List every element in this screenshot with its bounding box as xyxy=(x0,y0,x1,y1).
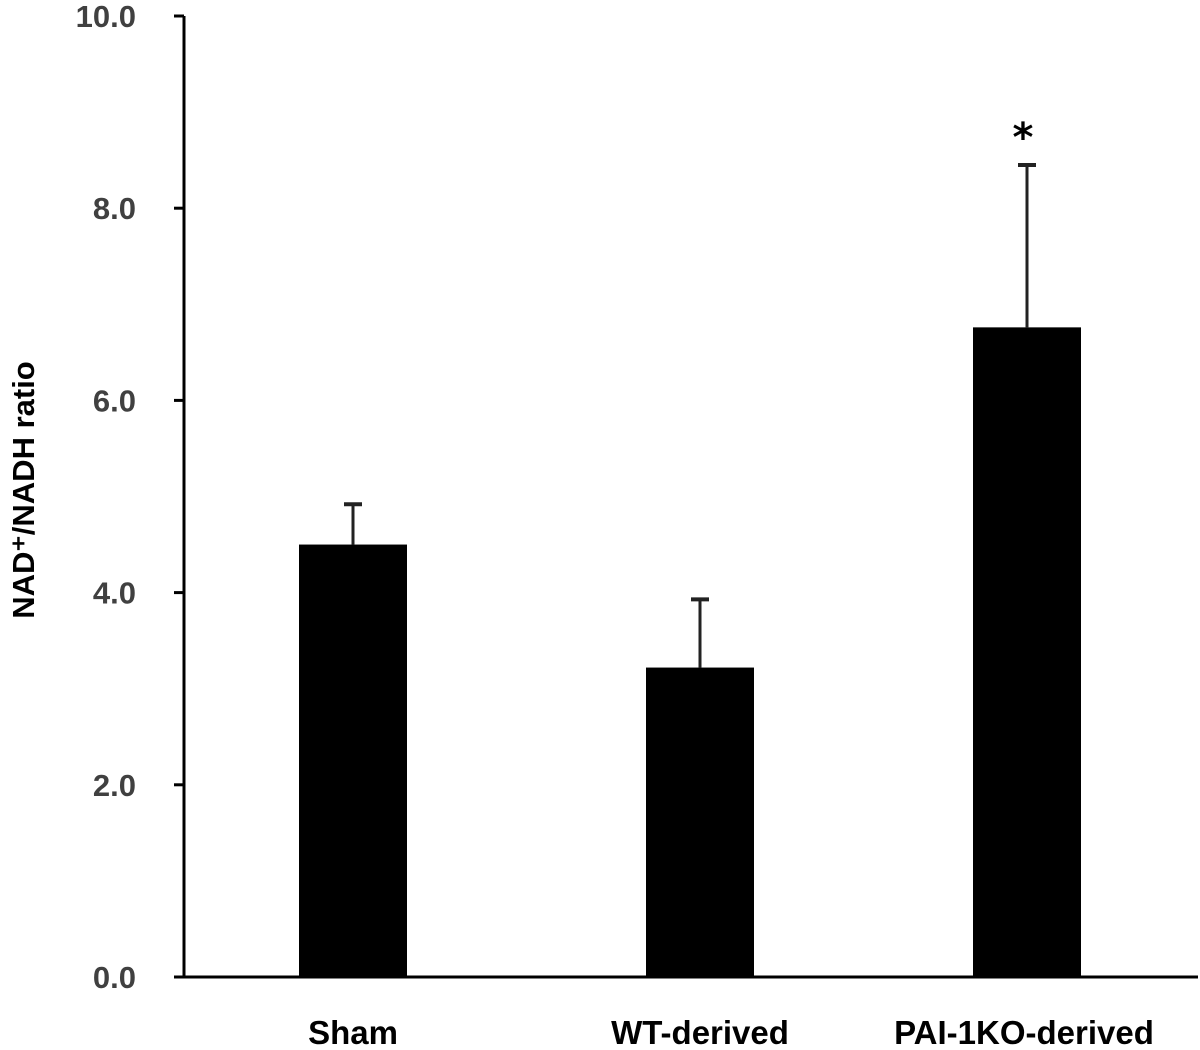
bars xyxy=(299,327,1081,977)
y-tick-label: 0.0 xyxy=(93,960,136,995)
error-bars xyxy=(344,162,1036,668)
y-tick-label: 10.0 xyxy=(76,0,136,34)
y-tick-label: 8.0 xyxy=(93,191,136,226)
y-axis-label: NAD⁺/NADH ratio xyxy=(6,361,41,618)
bar-wt-derived xyxy=(646,667,754,977)
x-axis: Sham WT-derived PAI-1KO-derived xyxy=(174,975,1198,1050)
y-axis: 0.0 2.0 4.0 6.0 8.0 10.0 xyxy=(76,0,186,995)
y-tick-label: 6.0 xyxy=(93,383,136,418)
bar-pai-1ko-derived xyxy=(973,327,1081,977)
x-tick-label: Sham xyxy=(308,1014,398,1050)
y-tick-label: 4.0 xyxy=(93,576,136,611)
annotations: * xyxy=(1013,115,1034,161)
significance-asterisk: * xyxy=(1013,115,1034,161)
y-tick-label: 2.0 xyxy=(93,768,136,803)
x-tick-label: WT-derived xyxy=(611,1014,789,1050)
x-tick-label: PAI-1KO-derived xyxy=(894,1014,1154,1050)
bar-sham xyxy=(299,544,407,977)
